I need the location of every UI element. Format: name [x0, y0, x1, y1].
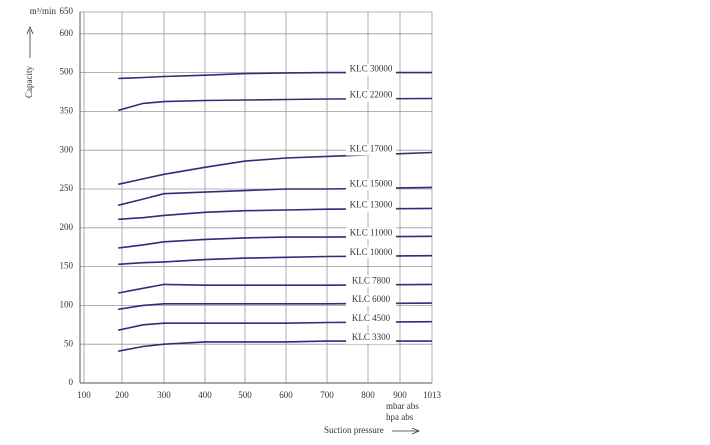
- series-label: KLC 4500: [352, 313, 391, 323]
- y-tick-label: 0: [69, 377, 74, 387]
- curve: [118, 283, 433, 294]
- series-label: KLC 10000: [350, 247, 393, 257]
- x-tick-label: 800: [361, 390, 375, 400]
- curve: [118, 71, 432, 80]
- y-tick-label: 650: [60, 6, 74, 16]
- series: KLC 30000: [118, 63, 432, 80]
- y-unit: m³/min: [30, 6, 57, 16]
- series-label: KLC 7800: [352, 276, 391, 286]
- series: KLC 7800: [118, 275, 433, 294]
- x-tick-label: 700: [320, 390, 334, 400]
- y-tick-label: 150: [60, 261, 74, 271]
- curve: [118, 340, 432, 352]
- x-tick-label: 300: [157, 390, 171, 400]
- x-tick-label: 1013: [423, 390, 442, 400]
- x-tick-label: 900: [393, 390, 407, 400]
- series: KLC 15000: [118, 178, 433, 207]
- series-label: KLC 3300: [352, 332, 391, 342]
- y-tick-label: 500: [60, 67, 74, 77]
- x-tick-label: 100: [77, 390, 91, 400]
- y-tick-label: 350: [60, 105, 74, 115]
- y-tick-label: 600: [60, 28, 74, 38]
- series-label: KLC 22000: [350, 90, 393, 100]
- series: KLC 22000: [117, 89, 433, 112]
- label-box: [346, 312, 396, 325]
- series-label: KLC 15000: [350, 179, 393, 189]
- curve: [118, 302, 433, 311]
- series-label: KLC 6000: [352, 294, 391, 304]
- x-tick-label: 400: [198, 390, 212, 400]
- label-box: [346, 275, 396, 288]
- label-box: [346, 246, 396, 259]
- label-box: [346, 227, 396, 240]
- series-label: KLC 17000: [350, 144, 393, 154]
- series: KLC 13000: [118, 199, 433, 221]
- x-unit: mbar abs: [386, 401, 419, 411]
- series: KLC 6000: [118, 294, 433, 311]
- label-box: [346, 89, 396, 102]
- label-box: [346, 178, 396, 191]
- series: KLC 11000: [118, 227, 433, 249]
- label-box: [346, 332, 396, 345]
- curve: [117, 97, 433, 112]
- x-arrow-head: [411, 427, 421, 435]
- y-tick-label: 300: [60, 144, 74, 154]
- label-box: [346, 294, 396, 307]
- x-unit: hpa abs: [386, 412, 414, 422]
- series: KLC 4500: [118, 312, 433, 331]
- x-axis-label: Suction pressure: [324, 425, 384, 435]
- series-label: KLC 13000: [350, 199, 393, 209]
- y-arrow-head: [26, 25, 34, 35]
- y-tick-label: 200: [60, 222, 74, 232]
- y-axis-label: Capacity: [24, 66, 34, 98]
- label-box: [346, 199, 396, 212]
- x-tick-label: 500: [238, 390, 252, 400]
- x-tick-label: 200: [115, 390, 129, 400]
- curve: [118, 320, 433, 331]
- curve: [118, 254, 433, 266]
- series: KLC 10000: [118, 246, 433, 266]
- y-tick-label: 50: [64, 338, 74, 348]
- label-box: [346, 63, 396, 76]
- series-label: KLC 30000: [350, 64, 393, 74]
- series-label: KLC 11000: [350, 227, 393, 237]
- curve: [118, 151, 433, 186]
- label-box: [346, 143, 396, 156]
- curve: [118, 186, 433, 207]
- y-tick-label: 100: [60, 299, 74, 309]
- curve: [118, 207, 433, 221]
- series: KLC 3300: [118, 332, 432, 352]
- x-tick-label: 600: [279, 390, 293, 400]
- series: KLC 17000: [118, 143, 433, 186]
- curve: [118, 235, 433, 249]
- y-tick-label: 250: [60, 183, 74, 193]
